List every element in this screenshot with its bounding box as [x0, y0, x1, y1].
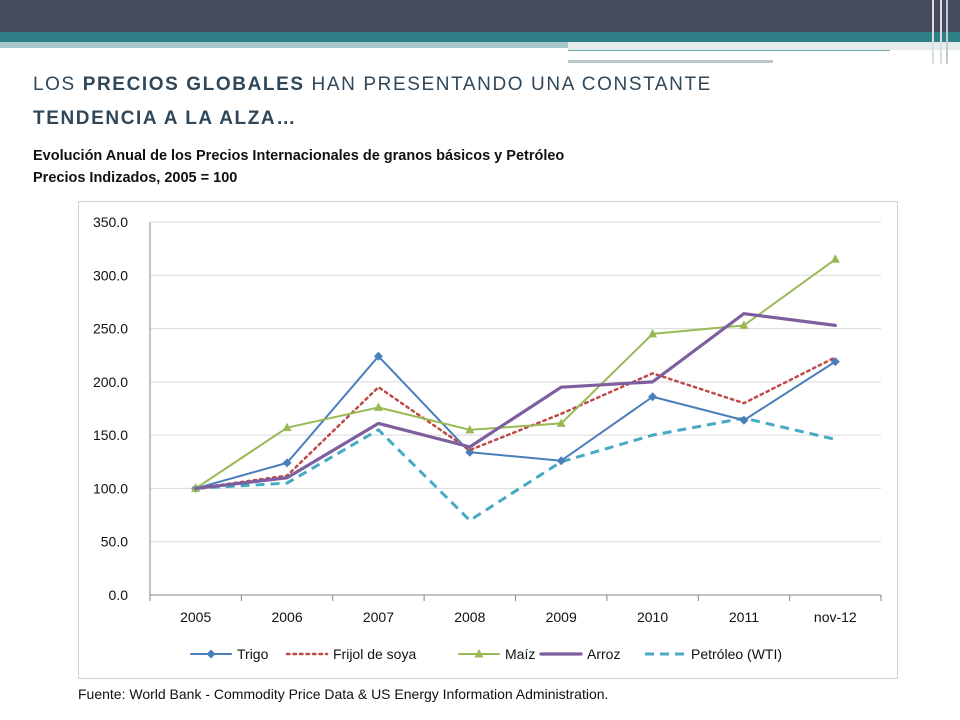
x-tick-label: nov-12 [814, 609, 857, 625]
y-tick-label: 50.0 [101, 534, 128, 550]
chart-axes: 0.0 50.0 100.0 150.0 200.0 250.0 300.0 350.0 200… [93, 214, 882, 625]
legend-label: Frijol de soya [333, 646, 416, 662]
legend-label: Arroz [587, 646, 620, 662]
legend-item: Frijol de soya [285, 646, 416, 662]
data-point-marker [465, 447, 475, 457]
y-tick-label: 200.0 [93, 374, 128, 390]
x-tick-label: 2008 [454, 609, 485, 625]
header-vertical-line [946, 0, 948, 64]
data-point-marker [465, 424, 475, 434]
header-accent-line [568, 50, 890, 54]
data-point-marker [739, 320, 749, 329]
data-point-marker [373, 402, 383, 411]
series-trigo [191, 351, 840, 493]
title-text: LOS [33, 74, 83, 95]
header-vertical-line [940, 0, 942, 64]
series-line [195, 416, 836, 522]
series-petr-leo-wti- [195, 416, 836, 522]
x-tick-label: 2011 [729, 609, 759, 625]
header-accent-line-2 [568, 60, 773, 63]
title-bold-text: TENDENCIA A LA ALZA… [33, 108, 297, 129]
legend-label: Trigo [237, 646, 269, 662]
title-text: HAN PRESENTANDO UNA CONSTANTE [304, 74, 712, 95]
data-point-marker [830, 254, 840, 263]
data-point-marker [648, 392, 658, 402]
line-chart: 0.0 50.0 100.0 150.0 200.0 250.0 300.0 350.0 200… [93, 214, 882, 662]
legend-label: Petróleo (WTI) [691, 646, 782, 662]
data-point-marker [282, 422, 292, 432]
slide-title: LOS PRECIOS GLOBALES HAN PRESENTANDO UNA… [33, 68, 913, 136]
legend-item: Trigo [190, 646, 269, 662]
legend-item: Arroz [539, 646, 620, 662]
header-vertical-line [932, 0, 934, 64]
header-accent-stripe-light [0, 42, 568, 48]
y-tick-label: 0.0 [109, 587, 129, 603]
chart-container: 0.0 50.0 100.0 150.0 200.0 250.0 300.0 350.0 200… [78, 201, 898, 679]
series-arroz [194, 312, 837, 491]
header-bar [0, 0, 960, 32]
chart-legend: Trigo Frijol de soya Maíz Arroz Petróleo (WT… [190, 646, 782, 662]
legend-item: Petróleo (WTI) [645, 646, 782, 662]
data-point-marker [206, 649, 216, 659]
header-accent-stripe-pale [568, 42, 960, 50]
y-tick-label: 100.0 [93, 480, 128, 496]
data-point-marker [648, 328, 658, 338]
title-bold-text: PRECIOS GLOBALES [82, 74, 305, 95]
subtitle-line-2: Precios Indizados, 2005 = 100 [33, 170, 238, 186]
legend-label: Maíz [505, 646, 535, 662]
chart-gridlines [150, 221, 881, 543]
x-tick-label: 2006 [271, 609, 302, 625]
x-tick-label: 2007 [363, 609, 394, 625]
data-point-marker [373, 351, 383, 361]
source-note: Fuente: World Bank - Commodity Price Dat… [78, 686, 609, 702]
data-point-marker [739, 415, 749, 425]
x-tick-label: 2009 [546, 609, 577, 625]
data-point-marker [556, 418, 566, 427]
series-line [194, 355, 837, 490]
series-line [194, 356, 837, 490]
series-line [194, 258, 837, 490]
y-tick-label: 150.0 [93, 427, 128, 443]
data-point-marker [282, 458, 292, 468]
data-point-marker [474, 649, 484, 658]
data-point-marker [556, 456, 566, 466]
legend-item: Maíz [458, 646, 535, 662]
x-tick-label: 2005 [180, 609, 211, 625]
chart-subtitle: Evolución Anual de los Precios Internaci… [33, 145, 733, 189]
chart-series [191, 254, 840, 522]
y-tick-label: 350.0 [93, 214, 128, 230]
y-tick-label: 300.0 [93, 267, 128, 283]
series-frijol-de-soya [194, 356, 837, 490]
subtitle-line-1: Evolución Anual de los Precios Internaci… [33, 148, 565, 164]
x-tick-label: 2010 [637, 609, 668, 625]
series-line [194, 312, 837, 491]
y-tick-label: 250.0 [93, 321, 128, 337]
header-accent-stripe [0, 32, 960, 42]
